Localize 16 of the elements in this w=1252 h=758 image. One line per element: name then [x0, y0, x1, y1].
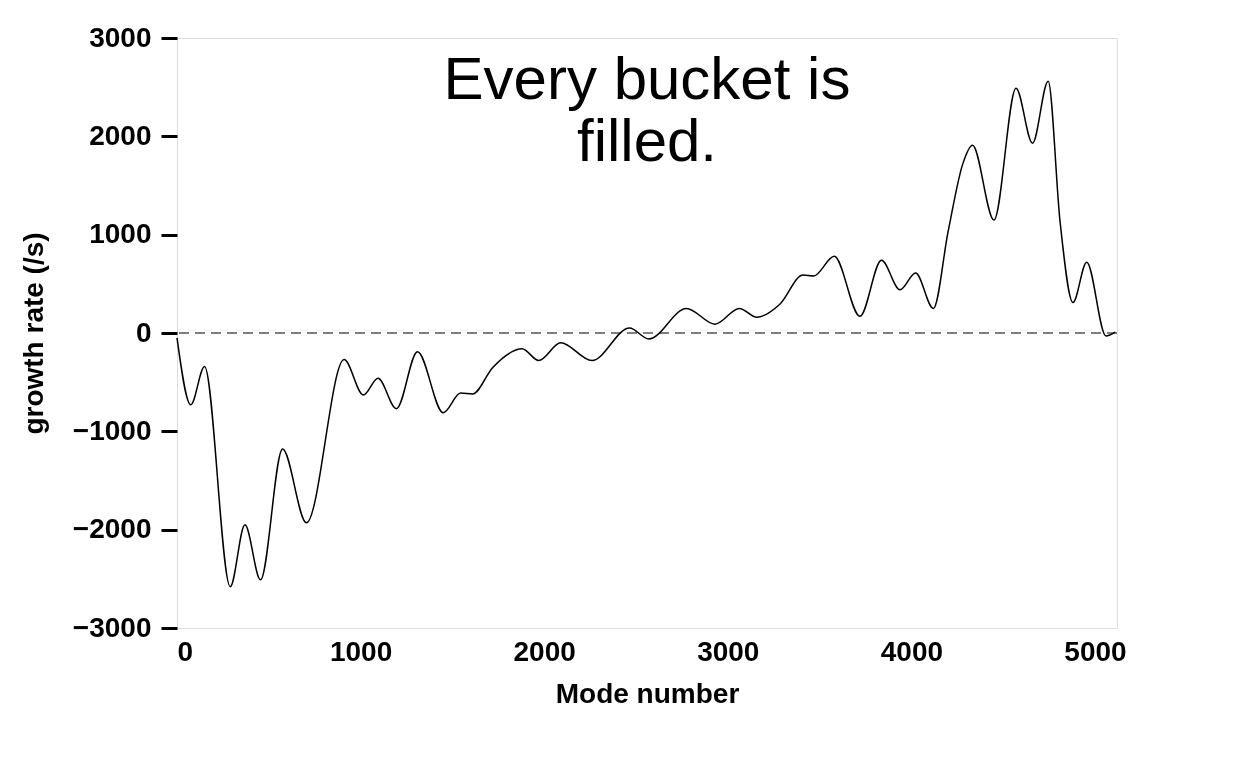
- x-tick-label: 4000: [880, 635, 944, 667]
- x-tick-label: 3000: [697, 635, 760, 667]
- x-axis-title: Mode number: [555, 677, 740, 709]
- y-tick-label: −2000: [72, 513, 152, 545]
- y-tick-label: 3000: [89, 21, 152, 53]
- y-tick-label: 0: [135, 316, 152, 348]
- y-tick-label: −1000: [72, 414, 152, 446]
- y-axis-title: growth rate (/s): [17, 232, 49, 435]
- x-tick-label: 1000: [329, 635, 393, 667]
- x-tick-label: 5000: [1064, 635, 1127, 667]
- x-tick-label: 2000: [513, 635, 576, 667]
- x-tick-label: 0: [177, 635, 194, 667]
- y-tick-label: 2000: [89, 119, 152, 151]
- text: Every bucket is filled.: [443, 45, 851, 174]
- y-tick-label: 1000: [89, 218, 152, 250]
- y-tick-label: −3000: [72, 611, 152, 643]
